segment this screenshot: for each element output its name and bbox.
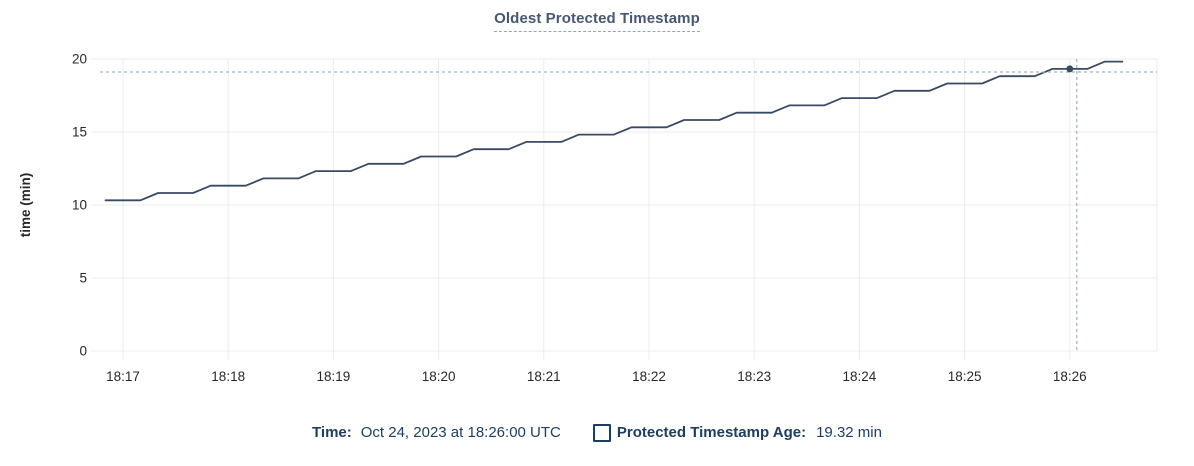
x-tick-label: 18:20 [422, 369, 456, 384]
series-toggle-checkbox[interactable] [592, 423, 611, 442]
y-tick-label: 20 [72, 52, 87, 67]
x-tick-label: 18:26 [1053, 369, 1087, 384]
chart-legend: Time: Oct 24, 2023 at 18:26:00 UTC Prote… [0, 423, 1194, 442]
legend-series-value: 19.32 min [816, 424, 882, 441]
x-tick-label: 18:23 [737, 369, 771, 384]
y-tick-label: 0 [79, 344, 87, 359]
legend-time-value: Oct 24, 2023 at 18:26:00 UTC [360, 424, 561, 441]
x-tick-label: 18:19 [317, 369, 351, 384]
chart-header: Oldest Protected Timestamp [0, 10, 1194, 32]
oldest-protected-timestamp-chart[interactable]: 0 5 10 15 20 18:17 18:18 18:19 18:20 18:21 18:22 18… [0, 0, 1194, 400]
y-tick-label: 5 [79, 271, 87, 286]
x-tick-label: 18:17 [106, 369, 140, 384]
chart-title[interactable]: Oldest Protected Timestamp [494, 10, 700, 32]
x-tick-label: 18:25 [948, 369, 982, 384]
series-line [104, 60, 1124, 202]
hover-dot [1066, 65, 1074, 73]
legend-series-label[interactable]: Protected Timestamp Age: [616, 424, 807, 441]
legend-time-label: Time: [312, 424, 352, 441]
x-tick-label: 18:22 [632, 369, 666, 384]
x-tick-label: 18:21 [527, 369, 561, 384]
x-tick-label: 18:24 [843, 369, 877, 384]
y-axis-title: time (min) [18, 173, 33, 238]
y-tick-label: 15 [72, 125, 87, 140]
y-tick-label: 10 [72, 198, 87, 213]
x-tick-label: 18:18 [211, 369, 245, 384]
